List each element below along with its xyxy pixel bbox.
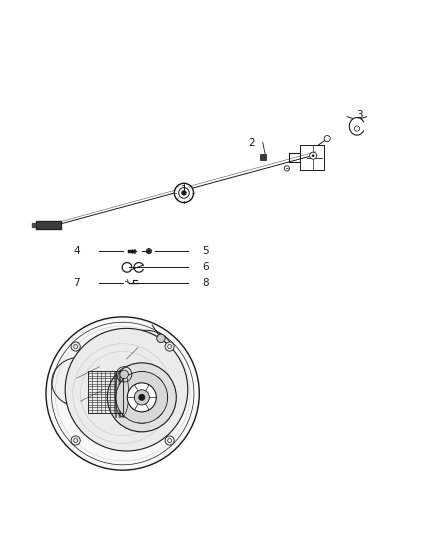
- Ellipse shape: [52, 357, 109, 407]
- Circle shape: [146, 248, 152, 254]
- Text: 4: 4: [73, 246, 80, 256]
- Circle shape: [324, 135, 330, 142]
- Circle shape: [168, 439, 172, 442]
- Circle shape: [71, 342, 80, 351]
- Circle shape: [157, 334, 165, 343]
- Text: 5: 5: [202, 246, 209, 256]
- Circle shape: [74, 345, 78, 349]
- Polygon shape: [36, 221, 61, 229]
- Circle shape: [312, 155, 314, 157]
- Circle shape: [138, 394, 145, 401]
- Text: 7: 7: [73, 278, 80, 288]
- Circle shape: [46, 317, 199, 470]
- Text: 8: 8: [202, 278, 209, 288]
- Circle shape: [120, 370, 128, 378]
- Circle shape: [74, 439, 78, 442]
- Circle shape: [168, 345, 172, 349]
- Text: 2: 2: [248, 138, 255, 148]
- Circle shape: [284, 166, 290, 171]
- Circle shape: [174, 183, 194, 203]
- Circle shape: [116, 372, 168, 423]
- Text: 3: 3: [356, 110, 363, 120]
- Ellipse shape: [119, 330, 173, 373]
- Circle shape: [354, 126, 360, 131]
- Text: 6: 6: [202, 262, 209, 272]
- Circle shape: [107, 363, 177, 432]
- Polygon shape: [260, 155, 266, 159]
- Circle shape: [165, 342, 174, 351]
- Circle shape: [127, 383, 156, 412]
- Circle shape: [181, 190, 187, 196]
- Circle shape: [165, 436, 174, 445]
- Circle shape: [134, 390, 149, 405]
- Polygon shape: [32, 223, 36, 227]
- Circle shape: [65, 328, 188, 451]
- Circle shape: [71, 436, 80, 445]
- Circle shape: [310, 152, 317, 159]
- Text: 1: 1: [180, 185, 187, 195]
